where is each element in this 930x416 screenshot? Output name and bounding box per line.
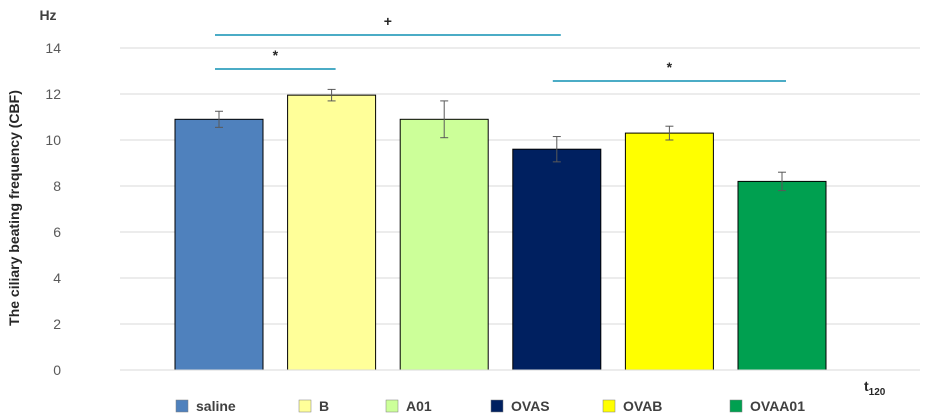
y-tick-label: 0 xyxy=(53,362,61,378)
y-axis-label: The ciliary beating frequency (CBF) xyxy=(6,90,22,326)
legend-swatch-saline xyxy=(175,399,189,413)
legend-label-a01: A01 xyxy=(406,398,432,414)
time-point-subscript: 120 xyxy=(869,387,886,398)
bars xyxy=(174,94,827,371)
legend-swatch-ovas xyxy=(490,399,504,413)
legend-swatch-b xyxy=(298,399,312,413)
legend-swatch-ovab xyxy=(602,399,616,413)
significance-symbol: + xyxy=(384,13,392,29)
y-tick-label: 12 xyxy=(45,86,61,102)
y-tick-label: 8 xyxy=(53,178,61,194)
y-tick-label: 10 xyxy=(45,132,61,148)
y-tick-label: 6 xyxy=(53,224,61,240)
legend-swatch-a01 xyxy=(385,399,399,413)
legend: saline B A01 OVAS OVAB OVAA01 xyxy=(175,398,805,414)
legend-label-saline: saline xyxy=(196,398,236,414)
y-axis-ticks: 0 2 4 6 8 10 12 14 xyxy=(45,40,61,378)
significance-markers: + * * xyxy=(215,13,786,82)
significance-symbol: * xyxy=(667,59,673,75)
y-tick-label: 2 xyxy=(53,316,61,332)
legend-label-ovab: OVAB xyxy=(623,398,662,414)
time-point-base: t xyxy=(864,378,869,394)
legend-label-b: B xyxy=(319,398,329,414)
bar-a01 xyxy=(399,118,489,371)
y-unit-label: Hz xyxy=(39,7,56,23)
error-bars xyxy=(215,88,786,192)
significance-symbol: * xyxy=(273,47,279,63)
legend-label-ovas: OVAS xyxy=(511,398,550,414)
legend-label-ovaa01: OVAA01 xyxy=(750,398,805,414)
bar-saline xyxy=(174,118,264,371)
bar-ovas xyxy=(512,148,602,371)
time-point-label: t120 xyxy=(864,378,886,398)
bar-ovab xyxy=(624,132,714,371)
y-tick-label: 14 xyxy=(45,40,61,56)
bar-ovaa01 xyxy=(737,180,827,371)
legend-swatch-ovaa01 xyxy=(729,399,743,413)
y-tick-label: 4 xyxy=(53,270,61,286)
bar-b xyxy=(287,94,377,371)
